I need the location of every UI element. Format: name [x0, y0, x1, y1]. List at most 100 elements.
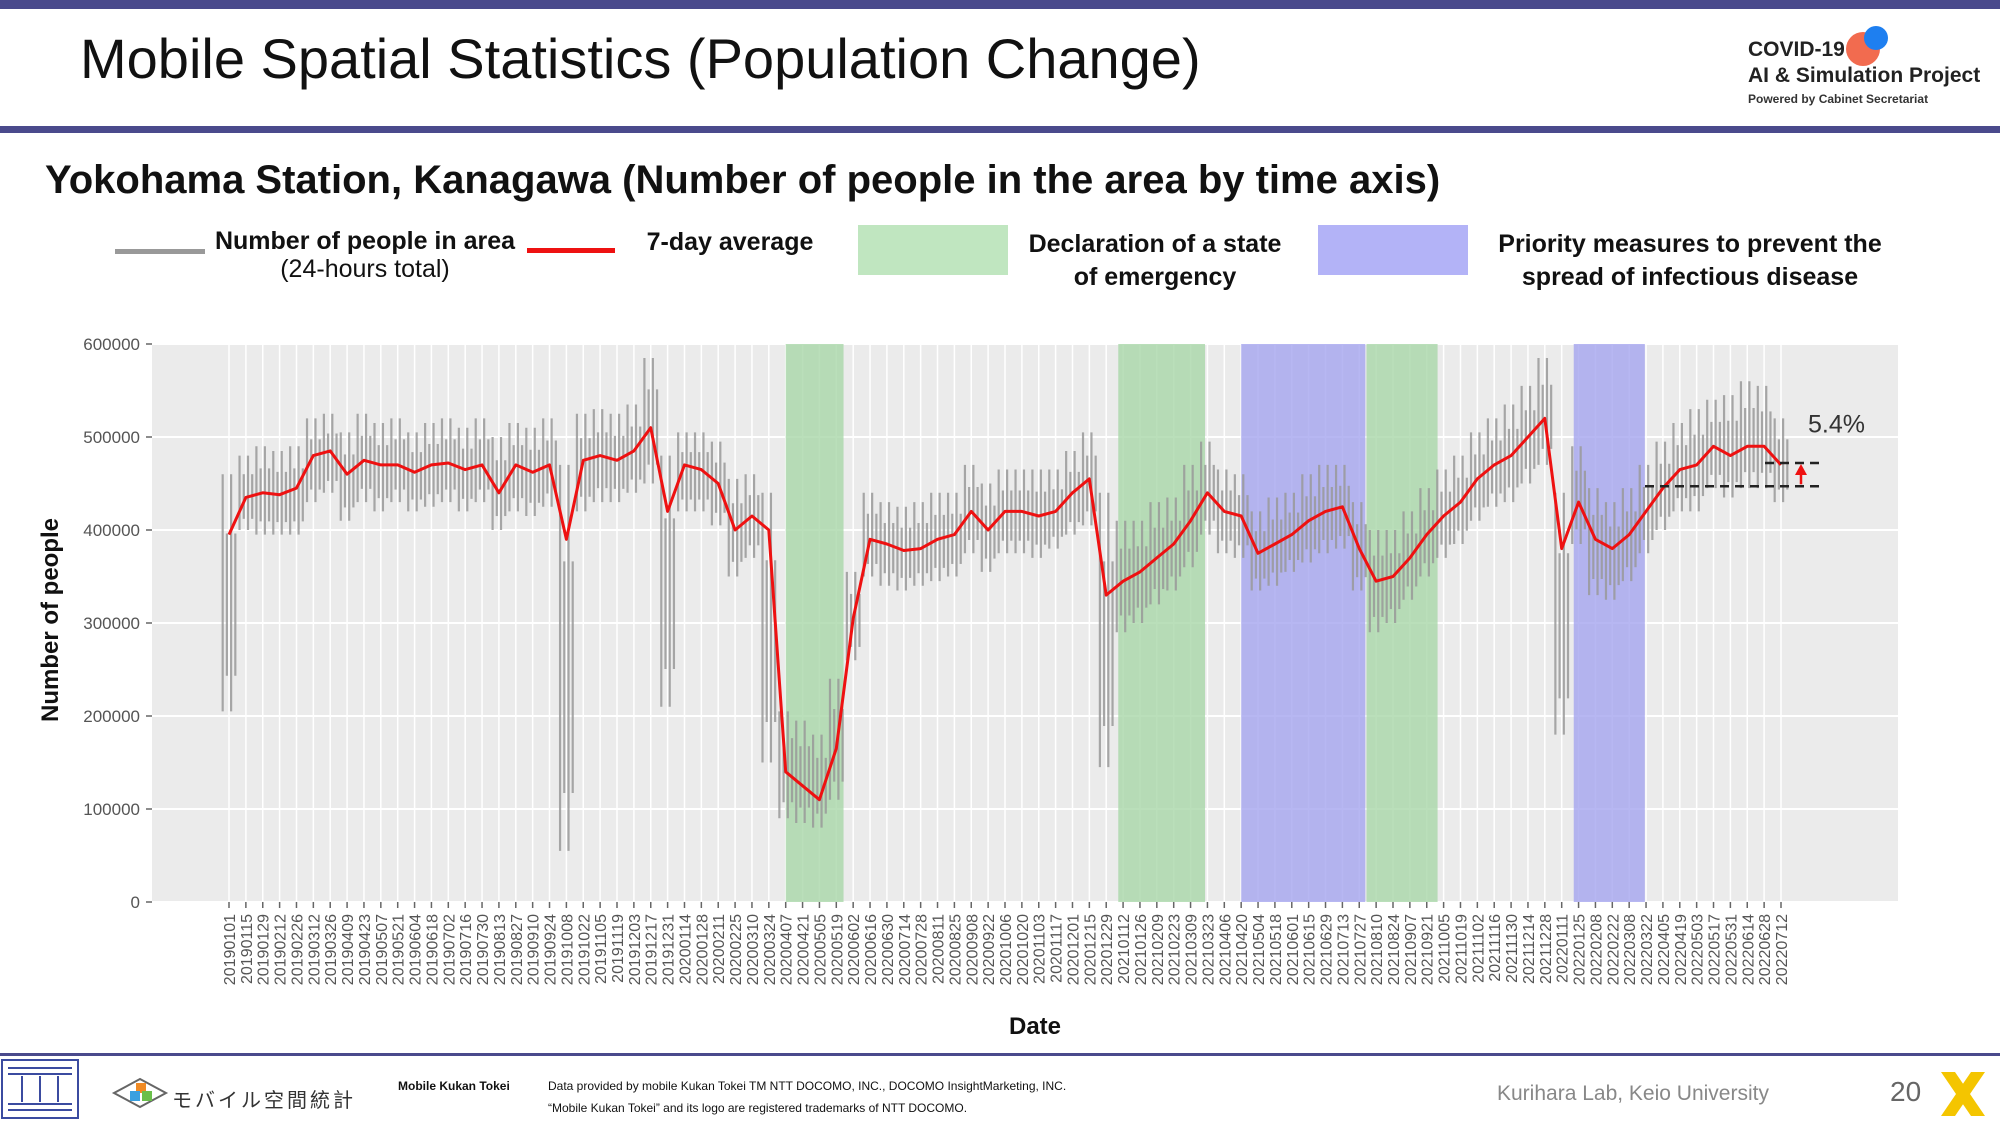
legend-emergency-line-1: Declaration of a state	[1028, 230, 1282, 258]
x-tick-label: 20200519	[829, 914, 846, 985]
x-tick-label: 20210504	[1251, 914, 1268, 985]
legend-priority-swatch	[1318, 225, 1468, 275]
x-tick-label: 20190702	[441, 914, 458, 985]
x-tick-label: 20220322	[1639, 914, 1656, 985]
legend-daily-swatch	[115, 249, 205, 254]
y-tick-label: 300000	[83, 614, 140, 633]
x-tick-label: 20220712	[1774, 914, 1791, 985]
emergency-period-band	[1118, 344, 1206, 902]
x-tick-label: 20210824	[1386, 914, 1403, 985]
page-number: 20	[1890, 1076, 1922, 1107]
percent-change-label: 5.4%	[1808, 410, 1865, 438]
mobile-kukan-tokei-logo-icon	[111, 1077, 169, 1109]
x-tick-label: 20220517	[1707, 914, 1724, 985]
x-tick-label: 20190212	[273, 914, 290, 985]
x-tick-label: 20220405	[1656, 914, 1673, 985]
x-tick-label: 20220111	[1555, 914, 1572, 983]
y-tick-label: 100000	[83, 800, 140, 819]
x-tick-label: 20200407	[779, 914, 796, 985]
x-tick-label: 20190618	[424, 914, 441, 985]
x-tick-label: 20210126	[1133, 914, 1150, 985]
x-axis-title: Date	[1009, 1013, 1061, 1040]
x-tick-label: 20220208	[1588, 914, 1605, 985]
legend-daily-label: Number of people in area	[214, 227, 516, 255]
x-tick-label: 20220308	[1622, 914, 1639, 985]
footer-brand-en: Mobile Kukan Tokei	[398, 1079, 510, 1093]
x-tick-label: 20220531	[1723, 914, 1740, 985]
x-tick-label: 20190521	[391, 914, 408, 985]
population-chart: 0 100000 200000 300000 400000 500000 600000 201…	[37, 335, 1898, 1040]
logo-line-3: Powered by Cabinet Secretariat	[1748, 92, 1929, 106]
x-tick-label: 20210713	[1335, 914, 1352, 985]
x-tick-label: 20200602	[846, 914, 863, 985]
x-tick-label: 20200825	[947, 914, 964, 985]
legend-emergency: Declaration of a state of emergency	[1010, 228, 1300, 294]
x-tick-label: 20201020	[1015, 914, 1032, 985]
x-tick-label: 20200630	[880, 914, 897, 985]
lab-name: Kurihara Lab, Keio University	[1497, 1082, 1769, 1105]
x-tick-label: 20201201	[1065, 914, 1082, 985]
x-tick-label: 20191022	[576, 914, 593, 985]
page-title: Mobile Spatial Statistics (Population Ch…	[80, 27, 1201, 90]
x-tick-label: 20200128	[694, 914, 711, 985]
x-tick-label: 20200310	[745, 914, 762, 985]
x-tick-label: 20210223	[1167, 914, 1184, 985]
x-tick-label: 20200811	[931, 914, 948, 984]
legend-emergency-line-2: of emergency	[1073, 263, 1237, 291]
increase-arrow-head	[1795, 464, 1807, 476]
footer-divider	[0, 1053, 2000, 1056]
x-tick-label: 20220503	[1690, 914, 1707, 985]
x-tick-label: 20210209	[1150, 914, 1167, 985]
x-tick-label: 20201229	[1099, 914, 1116, 985]
x-logo-icon	[1941, 1072, 1985, 1116]
title-divider	[0, 126, 2000, 133]
priority-measures-band	[1241, 344, 1366, 902]
x-tick-label: 20211130	[1504, 914, 1521, 983]
x-tick-label: 20200922	[981, 914, 998, 985]
x-tick-label: 20191105	[593, 914, 610, 984]
emergency-period-band	[785, 344, 844, 902]
x-tick-label: 20191203	[627, 914, 644, 985]
logo-line-2: AI & Simulation Project	[1748, 64, 1981, 87]
x-tick-label: 20210810	[1369, 914, 1386, 985]
y-tick-label: 400000	[83, 521, 140, 540]
x-tick-label: 20210518	[1268, 914, 1285, 985]
x-tick-label: 20210112	[1116, 914, 1133, 984]
x-tick-label: 20220628	[1757, 914, 1774, 985]
legend-average-label: 7-day average	[646, 228, 814, 256]
footer-credit-2: “Mobile Kukan Tokei” and its logo are re…	[548, 1101, 968, 1115]
top-accent-bar	[0, 0, 2000, 9]
x-tick-label: 20200908	[964, 914, 981, 985]
x-tick-label: 20190115	[239, 914, 256, 984]
x-tick-label: 20200211	[711, 914, 728, 984]
x-tick-label: 20220419	[1673, 914, 1690, 985]
x-tick-label: 20191008	[559, 914, 576, 985]
legend-priority: Priority measures to prevent the spread …	[1470, 228, 1910, 294]
chart-subtitle: Yokohama Station, Kanagawa (Number of pe…	[45, 158, 1441, 202]
x-tick-label: 20210323	[1200, 914, 1217, 985]
x-tick-label: 20190604	[408, 914, 425, 985]
x-tick-label: 20211214	[1521, 914, 1538, 984]
x-tick-label: 20201006	[998, 914, 1015, 985]
x-tick-label: 20210615	[1302, 914, 1319, 985]
y-tick-label: 600000	[83, 335, 140, 354]
x-tick-label: 20210601	[1285, 914, 1302, 985]
x-tick-label: 20191231	[661, 914, 678, 985]
x-tick-label: 20190129	[256, 914, 273, 985]
x-tick-label: 20190507	[374, 914, 391, 985]
legend-emergency-swatch	[858, 225, 1008, 275]
x-tick-label: 20190924	[543, 914, 560, 985]
x-tick-label: 20210727	[1352, 914, 1369, 985]
x-tick-label: 20200114	[677, 914, 694, 984]
x-tick-label: 20200324	[762, 914, 779, 985]
logo-line-1: COVID-19	[1748, 38, 1845, 61]
x-tick-label: 20190813	[492, 914, 509, 985]
x-tick-label: 20201117	[1049, 914, 1066, 983]
x-tick-label: 20190730	[475, 914, 492, 985]
priority-measures-band	[1573, 344, 1645, 902]
x-tick-label: 20191119	[610, 914, 627, 983]
x-tick-label: 20190423	[357, 914, 374, 985]
footer-credit-1: Data provided by mobile Kukan Tokei TM N…	[548, 1079, 1067, 1093]
x-tick-label: 20210921	[1420, 914, 1437, 985]
x-tick-label: 20190409	[340, 914, 357, 985]
